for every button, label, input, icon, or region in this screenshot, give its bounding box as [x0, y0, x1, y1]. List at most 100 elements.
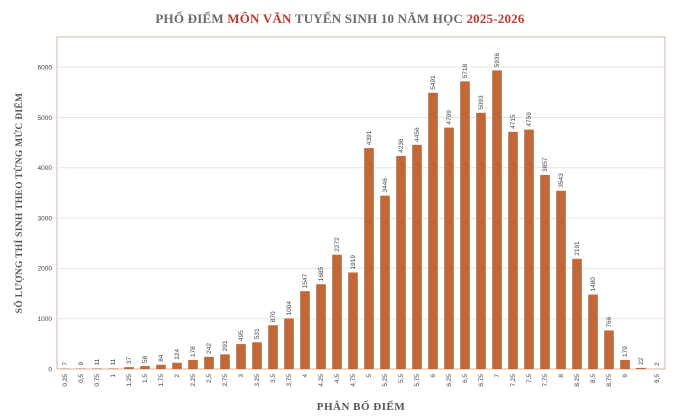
- x-tick-label: 3,5: [270, 374, 277, 383]
- data-label: 5491: [430, 75, 437, 90]
- data-label: 5718: [462, 64, 469, 79]
- data-label: 22: [638, 357, 645, 365]
- data-label: 9: [78, 362, 85, 366]
- data-label: 1919: [350, 255, 357, 270]
- x-tick-label: 0,25: [62, 374, 69, 387]
- y-tick-label: 2000: [38, 266, 53, 273]
- plot-frame: [56, 36, 666, 370]
- data-label: 766: [606, 316, 613, 327]
- y-tick-label: 5000: [38, 115, 53, 122]
- bar: [476, 112, 486, 369]
- data-label: 4456: [414, 127, 421, 142]
- chart-title-part-3: TUYỂN SINH 10 NĂM HỌC: [291, 11, 467, 26]
- bar: [268, 325, 278, 369]
- x-tick-label: 1,75: [158, 374, 165, 387]
- data-label: 84: [158, 354, 165, 362]
- data-label: 2272: [334, 237, 341, 252]
- x-tick-label: 2: [174, 374, 181, 378]
- bar: [636, 367, 646, 369]
- value-labels: 7 9 11 11 37 58 84 124 178 242 291 495 531 870 1004 154…: [62, 53, 661, 366]
- x-tick-label: 4,5: [334, 374, 341, 383]
- y-tick-label: 3000: [38, 215, 53, 222]
- x-tick-label: 4,75: [350, 374, 357, 387]
- x-tick-label: 1: [110, 374, 117, 378]
- x-tick-label: 7,75: [542, 374, 549, 387]
- x-tick-label: 4: [302, 374, 309, 378]
- data-label: 4236: [398, 138, 405, 153]
- x-tick-label: 9,5: [654, 374, 661, 383]
- bar: [220, 354, 230, 369]
- bar: [460, 81, 470, 369]
- bar: [316, 284, 326, 369]
- bar: [348, 272, 358, 369]
- data-label: 179: [622, 346, 629, 357]
- data-label: 4391: [366, 130, 373, 145]
- x-tick-label: 0,5: [78, 374, 85, 383]
- x-tick-label: 9: [622, 374, 629, 378]
- bar: [204, 356, 214, 369]
- data-label: 4715: [510, 114, 517, 129]
- data-label: 1004: [286, 301, 293, 316]
- bar: [556, 190, 566, 369]
- x-tick-label: 2,5: [206, 374, 213, 383]
- data-label: 495: [238, 330, 245, 341]
- bar: [124, 367, 134, 369]
- bars-group: [60, 70, 662, 369]
- bar: [188, 360, 198, 369]
- x-tick-label: 8,5: [590, 374, 597, 383]
- data-label: 1685: [318, 266, 325, 281]
- bar: [364, 148, 374, 369]
- x-tick-label: 7,5: [526, 374, 533, 383]
- bar: [588, 294, 598, 369]
- bar: [604, 330, 614, 369]
- x-tick-label: 8,75: [606, 374, 613, 387]
- data-label: 4799: [446, 110, 453, 125]
- data-label: 1547: [302, 273, 309, 288]
- data-label: 124: [174, 349, 181, 360]
- data-label: 5936: [494, 53, 501, 68]
- x-tick-label: 4,25: [318, 374, 325, 387]
- data-label: 11: [110, 358, 117, 365]
- chart-title: PHỔ ĐIỂM MÔN VĂN TUYỂN SINH 10 NĂM HỌC 2…: [0, 11, 680, 27]
- x-axis-label: PHÂN BỐ ĐIỂM: [317, 400, 406, 413]
- x-tick-label: 5,25: [382, 374, 389, 387]
- data-label: 1480: [590, 277, 597, 292]
- x-tick-label: 8,25: [574, 374, 581, 387]
- bar: [508, 131, 518, 369]
- x-tick-label: 3,75: [286, 374, 293, 387]
- data-label: 178: [190, 346, 197, 357]
- y-axis-label: SỐ LƯỢNG THÍ SINH THEO TỪNG MỨC ĐIỂM: [12, 93, 25, 314]
- data-label: 3446: [382, 178, 389, 193]
- y-tick-label: 4000: [38, 165, 53, 172]
- bar: [620, 359, 630, 369]
- data-label: 2: [654, 362, 661, 366]
- x-tick-label: 2,25: [190, 374, 197, 387]
- bar: [524, 129, 534, 369]
- bar: [140, 366, 150, 369]
- bar: [412, 144, 422, 369]
- data-label: 3857: [542, 157, 549, 172]
- x-tick-label: 5: [366, 374, 373, 378]
- x-tick-label: 3: [238, 374, 245, 378]
- x-tick-label: 5,75: [414, 374, 421, 387]
- data-label: 11: [94, 358, 101, 365]
- bar: [492, 70, 502, 369]
- chart-title-year: 2025-2026: [466, 11, 525, 26]
- bar: [444, 127, 454, 369]
- data-label: 531: [254, 328, 261, 339]
- x-tick-label: 0,75: [94, 374, 101, 387]
- data-label: 870: [270, 311, 277, 322]
- bar: [108, 368, 118, 369]
- bar: [236, 344, 246, 369]
- bar: [92, 368, 102, 369]
- x-tick-label: 7,25: [510, 374, 517, 387]
- x-tick-label: 2,75: [222, 374, 229, 387]
- chart-title-subject: MÔN VĂN: [227, 11, 292, 26]
- data-label: 3543: [558, 173, 565, 188]
- bar: [428, 92, 438, 369]
- data-label: 2191: [574, 241, 581, 256]
- x-tick-label: 6: [430, 374, 437, 378]
- y-axis-ticks: 0 1000 2000 3000 4000 5000 6000: [38, 64, 53, 373]
- bar: [284, 318, 294, 369]
